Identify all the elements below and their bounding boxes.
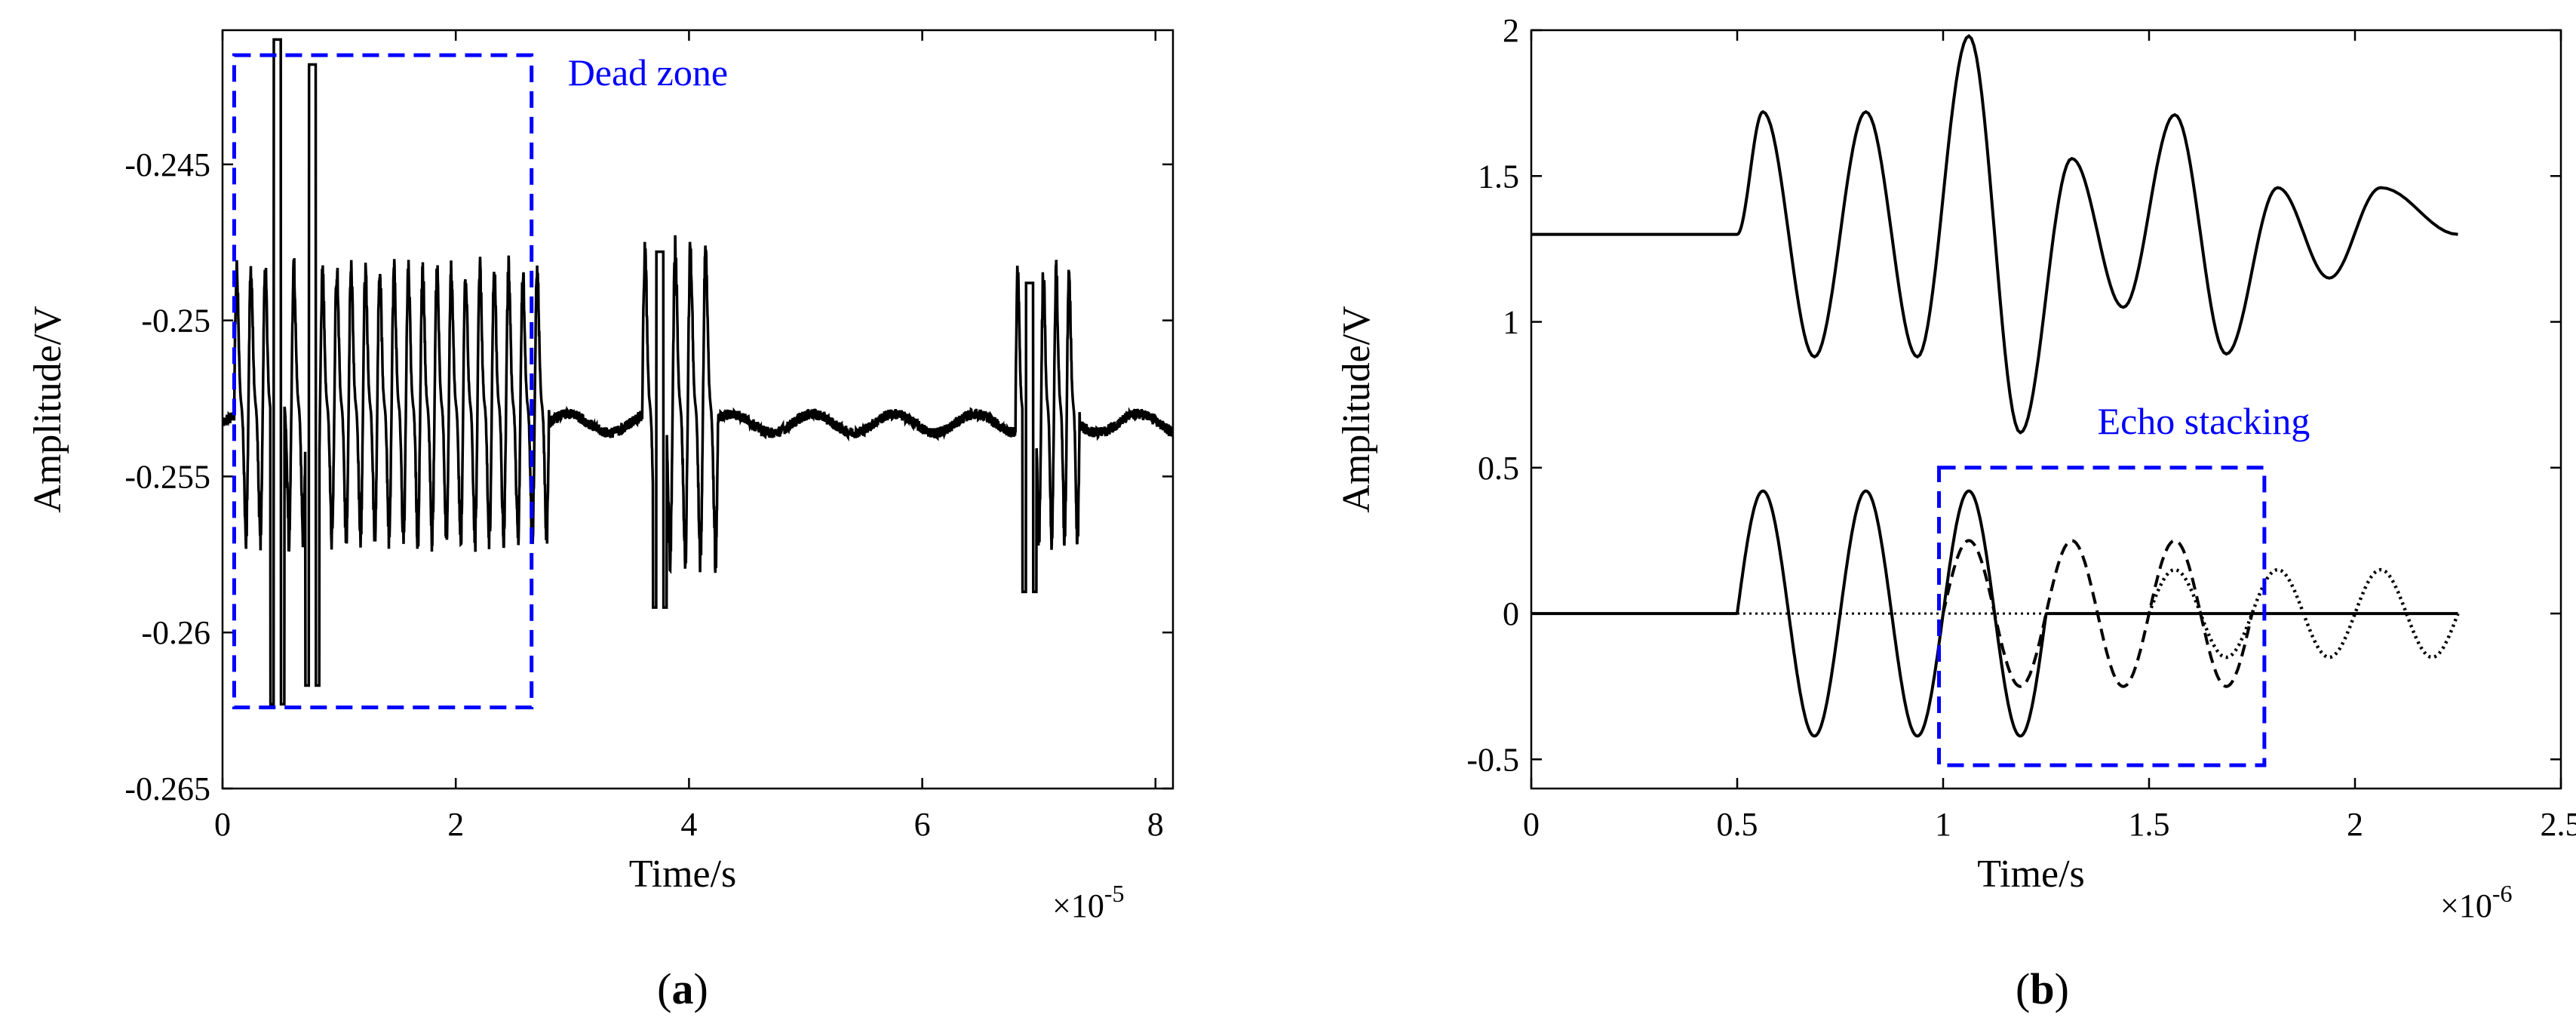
echo-1-line (1736, 489, 2048, 738)
signal-line-a (223, 38, 1173, 706)
x-tick-label: 6 (914, 806, 931, 843)
y-axis-label-b: Amplitude/V (1335, 306, 1378, 512)
x-tick-label: 8 (1147, 806, 1164, 843)
x-tick-label: 0.5 (1717, 806, 1758, 843)
panel-label-a: (a) (657, 964, 708, 1013)
x-axis-label-a: Time/s (629, 853, 737, 896)
composite-echo-line (1531, 34, 2458, 435)
annotation-dead-zone: Dead zone (568, 51, 728, 94)
x-tick-label: 0 (214, 806, 231, 843)
x-tick-label: 2 (447, 806, 464, 843)
panel-label-b: (b) (2016, 964, 2069, 1013)
y-axis-label-a: Amplitude/V (26, 306, 69, 512)
y-tick-label: 0 (1503, 595, 1519, 632)
y-ticks-a: -0.265 -0.26 -0.255 -0.25 -0.245 (124, 146, 1173, 807)
y-tick-label: -0.265 (124, 770, 210, 807)
x-ticks-a: 0 2 4 6 8 (214, 30, 1164, 843)
plot-area-frame-b (1530, 29, 2562, 790)
y-tick-label: -0.26 (141, 614, 210, 651)
y-tick-label: -0.245 (124, 146, 210, 183)
y-tick-label: 0.5 (1478, 450, 1519, 487)
x-tick-label: 4 (680, 806, 697, 843)
y-tick-label: -0.255 (124, 458, 210, 495)
x-multiplier-b: ×10-6 (2440, 880, 2512, 924)
y-tick-label: -0.5 (1466, 741, 1519, 778)
y-tick-label: 1.5 (1478, 158, 1519, 195)
x-multiplier-a: ×10-5 (1052, 880, 1124, 924)
x-tick-label: 2 (2347, 806, 2363, 843)
dead-zone-box (232, 53, 534, 709)
x-tick-label: 0 (1523, 806, 1540, 843)
annotation-echo-stacking: Echo stacking (2098, 400, 2310, 442)
y-tick-label: 1 (1503, 304, 1519, 341)
y-ticks-b: -0.5 0 0.5 1 1.5 2 (1466, 12, 2561, 778)
x-tick-label: 1 (1935, 806, 1951, 843)
x-tick-label: 2.5 (2541, 806, 2576, 843)
y-tick-label: -0.25 (141, 303, 210, 340)
x-axis-label-b: Time/s (1977, 853, 2085, 896)
plot-area-frame-a (221, 29, 1174, 790)
chart-panel-a: 0 2 4 6 8 -0.265 -0.26 -0.255 -0.25 -0.245 Time/… (26, 29, 1174, 1013)
x-ticks-b: 0 0.5 1 1.5 2 2.5 (1523, 30, 2576, 843)
x-tick-label: 1.5 (2129, 806, 2170, 843)
chart-panel-b: 0 0.5 1 1.5 2 2.5 -0.500.511.52 Time/s Amplit… (1335, 12, 2576, 1013)
y-tick-label: 2 (1503, 12, 1519, 49)
echo-stacking-box (1937, 466, 2267, 767)
